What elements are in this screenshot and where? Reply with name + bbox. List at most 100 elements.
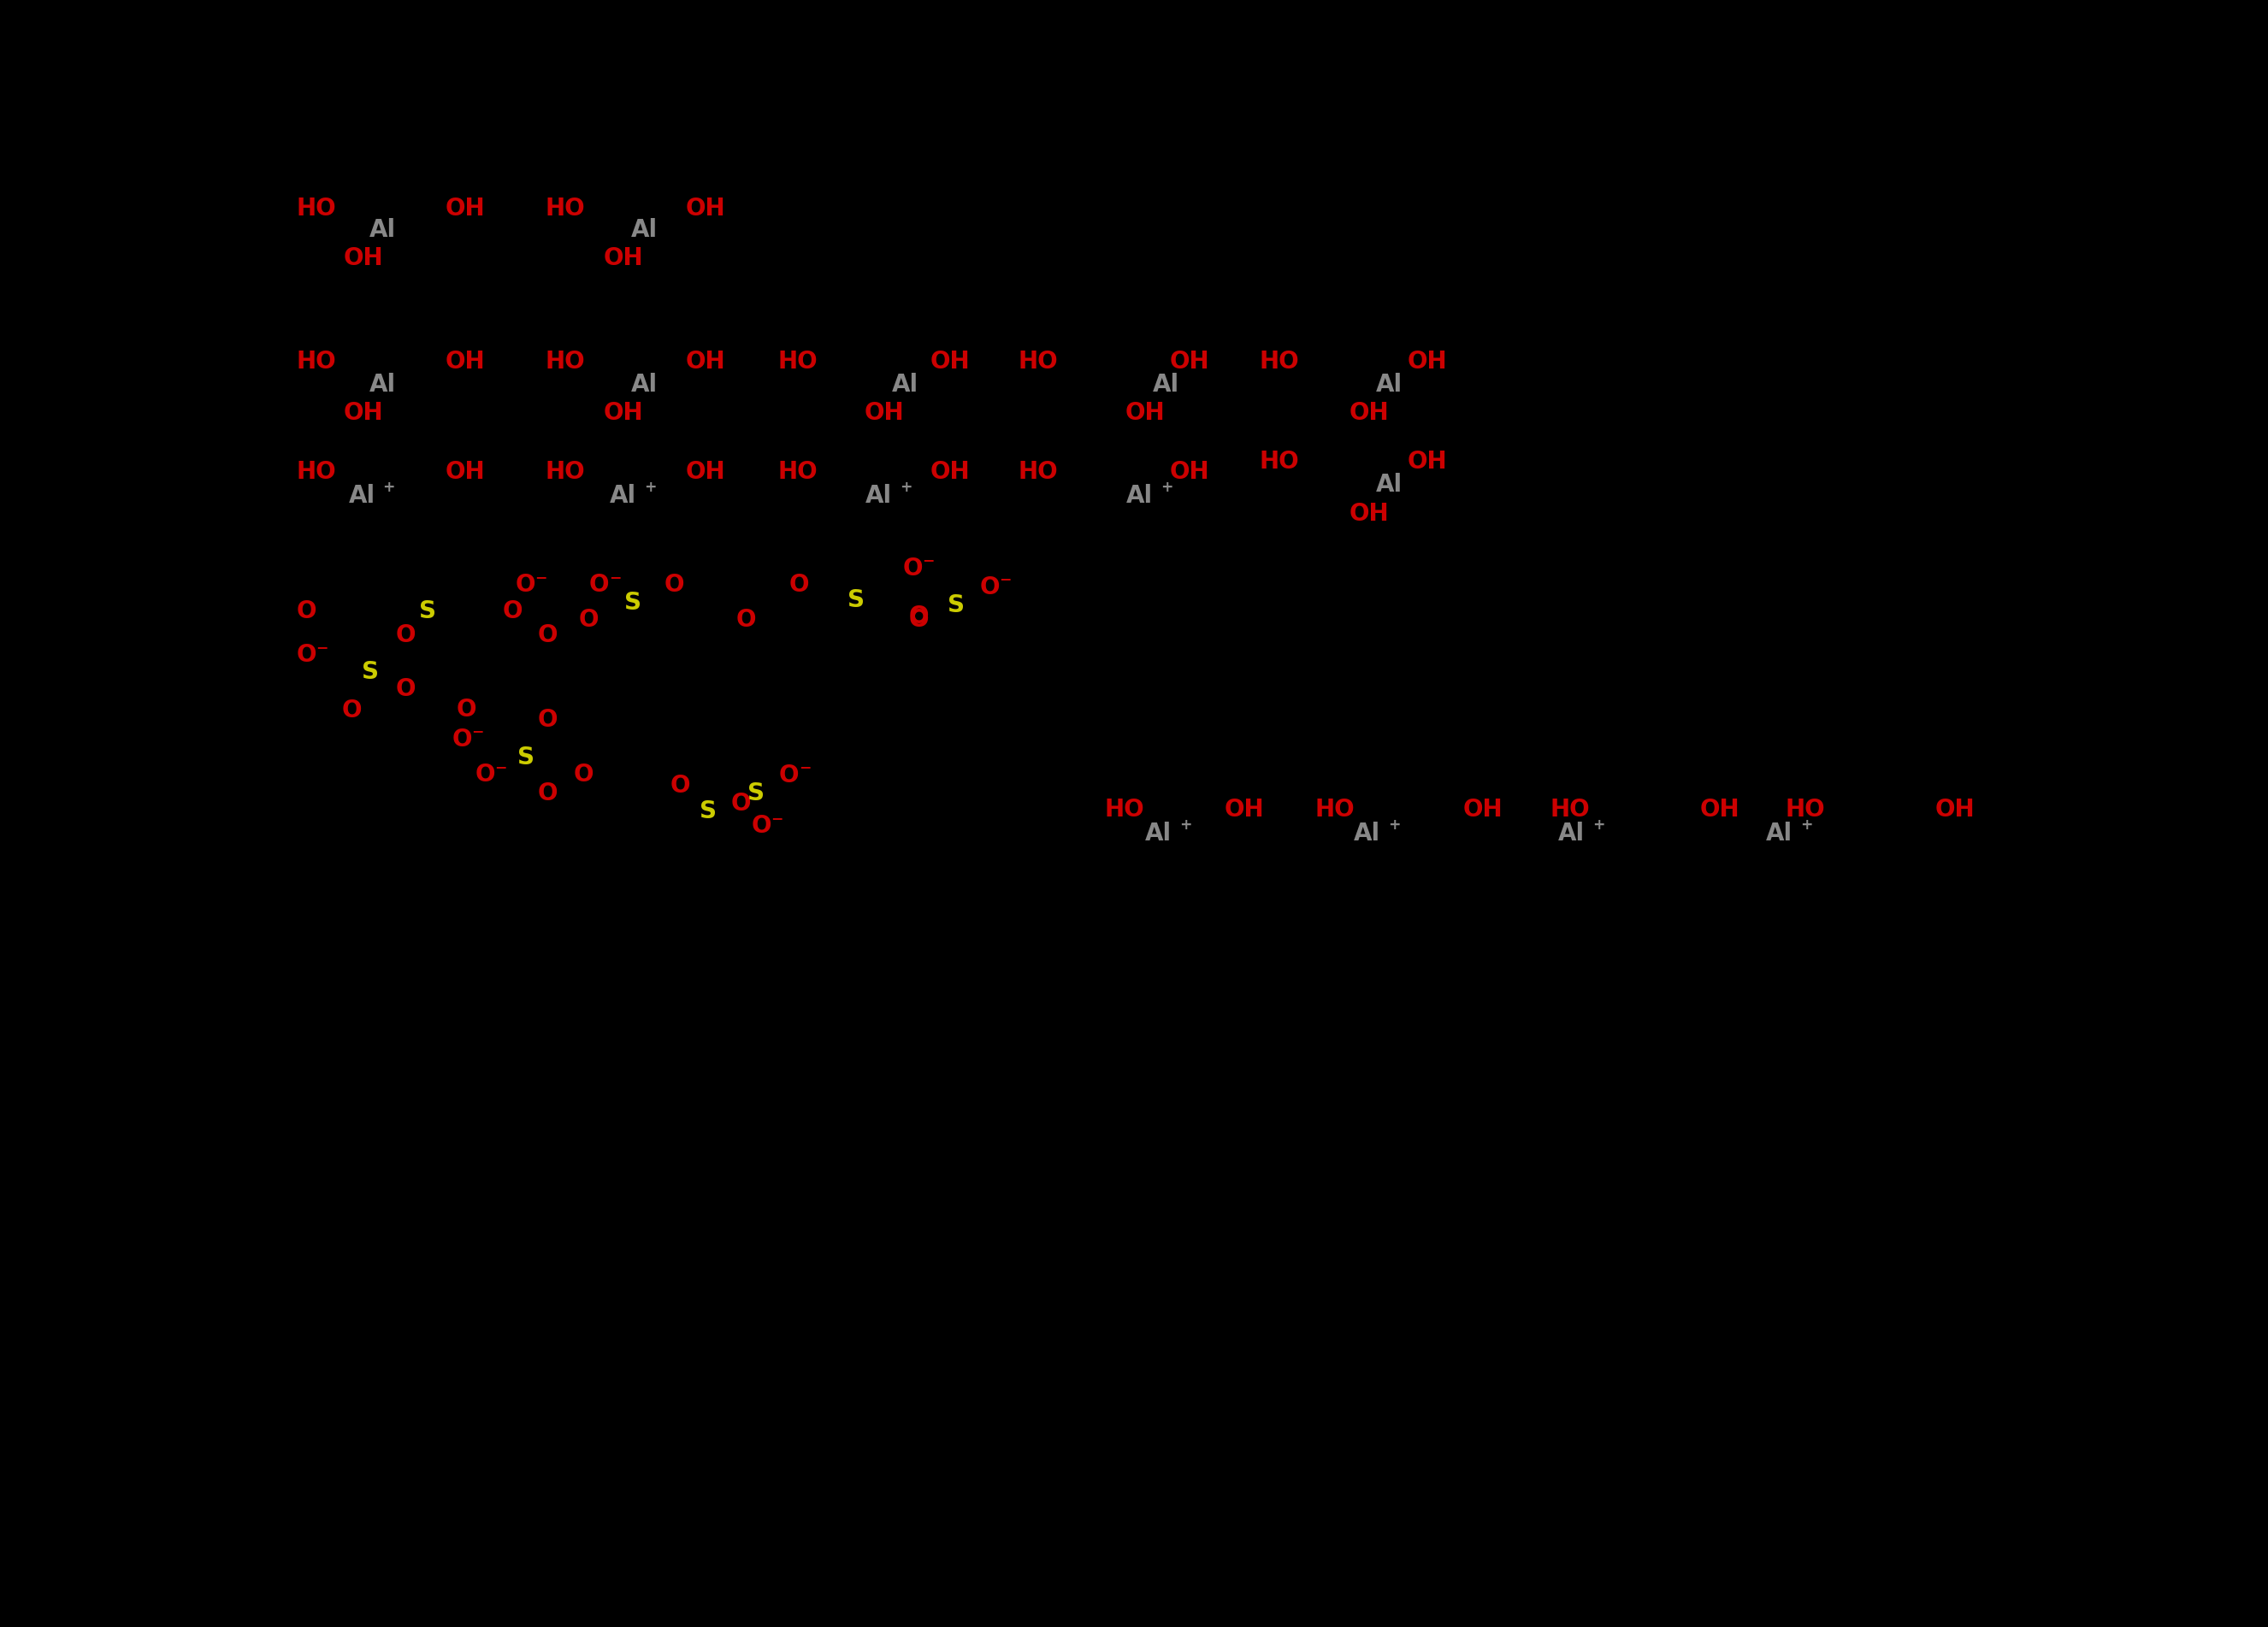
- Text: O: O: [903, 556, 923, 581]
- Text: OH: OH: [1225, 797, 1266, 822]
- Text: Al: Al: [1354, 822, 1381, 846]
- Text: HO: HO: [297, 350, 336, 374]
- Text: O: O: [342, 698, 361, 722]
- Text: HO: HO: [544, 197, 585, 220]
- Text: Al: Al: [370, 373, 397, 397]
- Text: O: O: [501, 599, 522, 623]
- Text: O: O: [451, 727, 472, 752]
- Text: OH: OH: [1463, 797, 1504, 822]
- Text: +: +: [900, 480, 912, 495]
- Text: S: S: [848, 587, 864, 612]
- Text: OH: OH: [445, 460, 485, 485]
- Text: HO: HO: [1259, 451, 1300, 473]
- Text: −: −: [923, 553, 934, 568]
- Text: O: O: [538, 781, 558, 805]
- Text: OH: OH: [1408, 350, 1447, 374]
- Text: Al: Al: [1152, 373, 1179, 397]
- Text: OH: OH: [603, 402, 644, 425]
- Text: O: O: [538, 708, 558, 732]
- Text: OH: OH: [1170, 350, 1209, 374]
- Text: O: O: [578, 608, 599, 631]
- Text: HO: HO: [297, 197, 336, 220]
- Text: Al: Al: [349, 483, 374, 508]
- Text: −: −: [494, 758, 506, 774]
- Text: OH: OH: [1408, 451, 1447, 473]
- Text: S: S: [948, 592, 964, 617]
- Text: HO: HO: [1785, 797, 1826, 822]
- Text: −: −: [315, 639, 329, 654]
- Text: O: O: [780, 763, 798, 787]
- Text: +: +: [1388, 817, 1402, 833]
- Text: OH: OH: [1349, 501, 1390, 526]
- Text: O: O: [671, 774, 689, 797]
- Text: O: O: [456, 698, 476, 721]
- Text: −: −: [472, 724, 483, 739]
- Text: O: O: [297, 599, 318, 623]
- Text: OH: OH: [685, 197, 726, 220]
- Text: OH: OH: [342, 247, 383, 270]
- Text: Al: Al: [866, 483, 891, 508]
- Text: Al: Al: [1127, 483, 1152, 508]
- Text: O: O: [730, 791, 751, 815]
- Text: −: −: [535, 569, 547, 584]
- Text: Al: Al: [631, 373, 658, 397]
- Text: O: O: [515, 573, 535, 597]
- Text: S: S: [699, 799, 717, 823]
- Text: −: −: [608, 569, 621, 584]
- Text: +: +: [1801, 817, 1812, 833]
- Text: +: +: [1592, 817, 1603, 833]
- Text: Al: Al: [631, 218, 658, 242]
- Text: HO: HO: [778, 460, 816, 485]
- Text: OH: OH: [445, 350, 485, 374]
- Text: O: O: [909, 604, 928, 628]
- Text: −: −: [771, 810, 782, 825]
- Text: O: O: [574, 763, 594, 786]
- Text: HO: HO: [297, 460, 336, 485]
- Text: OH: OH: [930, 350, 971, 374]
- Text: HO: HO: [1018, 350, 1059, 374]
- Text: OH: OH: [445, 197, 485, 220]
- Text: HO: HO: [1259, 350, 1300, 374]
- Text: HO: HO: [1018, 460, 1059, 485]
- Text: OH: OH: [603, 247, 644, 270]
- Text: +: +: [644, 480, 655, 495]
- Text: O: O: [789, 573, 810, 597]
- Text: OH: OH: [685, 350, 726, 374]
- Text: HO: HO: [544, 460, 585, 485]
- Text: Al: Al: [1377, 373, 1402, 397]
- Text: O: O: [297, 643, 318, 667]
- Text: Al: Al: [1145, 822, 1170, 846]
- Text: OH: OH: [1935, 797, 1975, 822]
- Text: OH: OH: [342, 402, 383, 425]
- Text: S: S: [517, 745, 535, 770]
- Text: S: S: [361, 661, 379, 683]
- Text: Al: Al: [1558, 822, 1585, 846]
- Text: OH: OH: [864, 402, 905, 425]
- Text: O: O: [397, 623, 415, 648]
- Text: S: S: [624, 591, 642, 615]
- Text: +: +: [383, 480, 395, 495]
- Text: OH: OH: [1349, 402, 1390, 425]
- Text: Al: Al: [1767, 822, 1792, 846]
- Text: Al: Al: [610, 483, 635, 508]
- Text: −: −: [798, 760, 812, 774]
- Text: HO: HO: [1549, 797, 1590, 822]
- Text: Al: Al: [891, 373, 919, 397]
- Text: O: O: [737, 608, 755, 631]
- Text: O: O: [474, 763, 494, 786]
- Text: HO: HO: [544, 350, 585, 374]
- Text: O: O: [751, 814, 771, 838]
- Text: O: O: [980, 576, 1000, 599]
- Text: O: O: [665, 573, 685, 597]
- Text: HO: HO: [1315, 797, 1356, 822]
- Text: Al: Al: [370, 218, 397, 242]
- Text: +: +: [1179, 817, 1191, 833]
- Text: OH: OH: [930, 460, 971, 485]
- Text: O: O: [538, 623, 558, 648]
- Text: O: O: [590, 573, 610, 597]
- Text: −: −: [998, 571, 1012, 587]
- Text: OH: OH: [1701, 797, 1740, 822]
- Text: O: O: [909, 608, 928, 631]
- Text: OH: OH: [1125, 402, 1166, 425]
- Text: Al: Al: [1377, 473, 1402, 496]
